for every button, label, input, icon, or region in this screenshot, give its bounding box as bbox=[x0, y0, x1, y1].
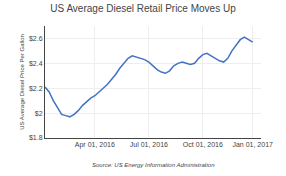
svg-text:$2: $2 bbox=[35, 110, 43, 117]
svg-text:Apr 01, 2016: Apr 01, 2016 bbox=[75, 141, 115, 149]
svg-text:US Average Diesel Price Per Ga: US Average Diesel Price Per Gallon bbox=[19, 34, 25, 130]
svg-text:Jan 01, 2017: Jan 01, 2017 bbox=[232, 141, 273, 148]
svg-text:$2.6: $2.6 bbox=[29, 35, 43, 42]
svg-text:Oct 01, 2016: Oct 01, 2016 bbox=[183, 141, 223, 148]
svg-text:$2.2: $2.2 bbox=[29, 85, 43, 92]
svg-text:Jul 01, 2016: Jul 01, 2016 bbox=[130, 141, 168, 148]
svg-text:Source: US Energy Information: Source: US Energy Information Administra… bbox=[92, 162, 215, 168]
svg-text:US Average Diesel Retail Price: US Average Diesel Retail Price Moves Up bbox=[50, 3, 236, 14]
svg-text:$2.4: $2.4 bbox=[29, 60, 43, 67]
svg-text:$1.8: $1.8 bbox=[29, 134, 43, 141]
